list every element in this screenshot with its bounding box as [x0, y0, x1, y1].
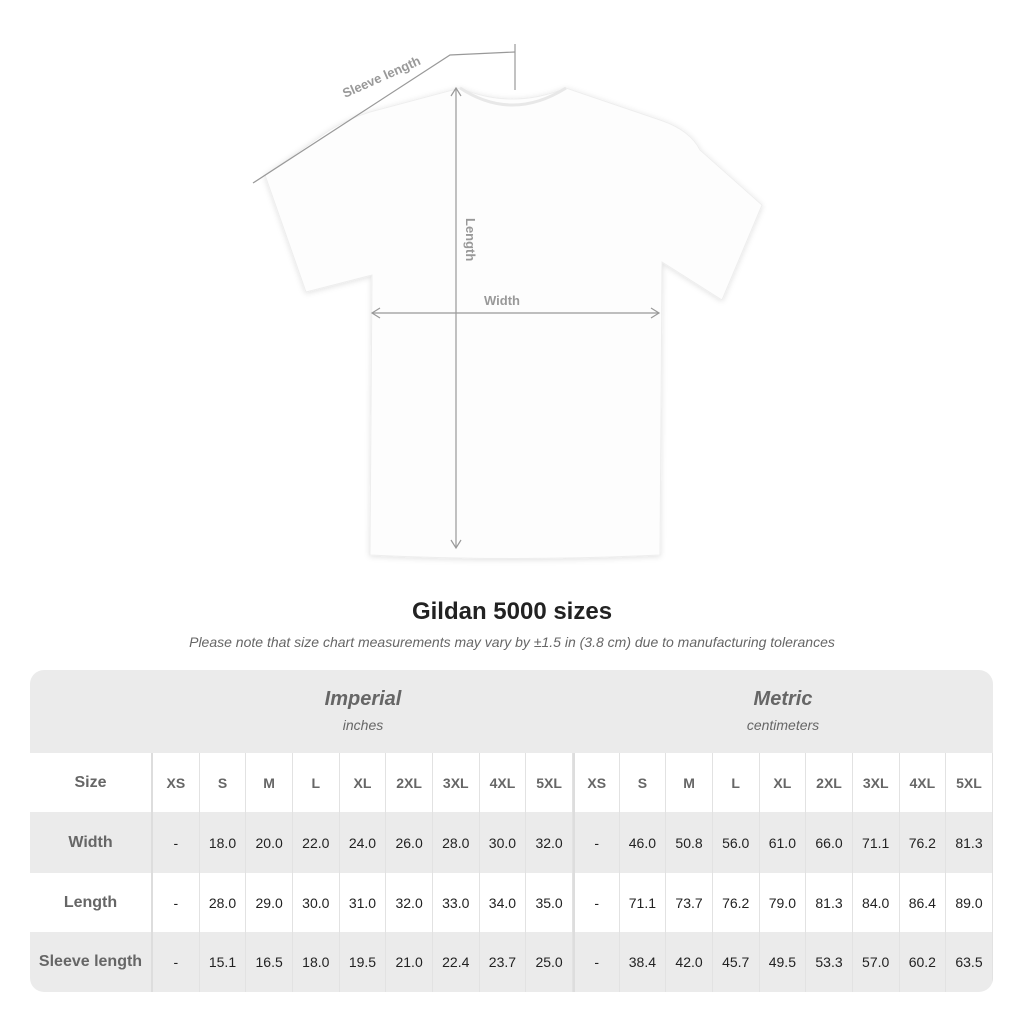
metric-header: Metric centimeters [573, 670, 993, 753]
metric-cell: 5XL [946, 753, 993, 812]
size-table: Imperial inches Metric centimeters Size X… [30, 670, 993, 992]
imperial-cell: 22.4 [433, 932, 480, 992]
metric-cell: XS [572, 753, 620, 812]
imperial-cell: 21.0 [386, 932, 433, 992]
metric-cell: 56.0 [713, 812, 760, 873]
imperial-cell: XL [340, 753, 387, 812]
metric-cell: 84.0 [853, 873, 900, 932]
imperial-cell: 2XL [386, 753, 433, 812]
table-row: Sleeve length -15.1 16.5 18.0 19.5 21.0 22.4 23… [30, 932, 993, 992]
imperial-cell: 28.0 [433, 812, 480, 873]
sleeve-measure-line [252, 51, 516, 184]
imperial-cell: 19.5 [340, 932, 387, 992]
tshirt-diagram: Sleeve length Length Width [252, 44, 763, 559]
row-label: Size [30, 753, 153, 812]
imperial-cell: L [293, 753, 340, 812]
metric-cell: 49.5 [760, 932, 807, 992]
metric-cell: 81.3 [806, 873, 853, 932]
imperial-cell: 30.0 [293, 873, 340, 932]
imperial-cell: 18.0 [293, 932, 340, 992]
metric-unit: centimeters [746, 717, 820, 733]
tshirt-shape [264, 87, 763, 559]
metric-cell: 3XL [853, 753, 900, 812]
imperial-cell: 34.0 [480, 873, 527, 932]
metric-title: Metric [753, 688, 813, 710]
metric-cell: 63.5 [946, 932, 993, 992]
imperial-header: Imperial inches [153, 670, 573, 753]
metric-cell: M [666, 753, 713, 812]
metric-cell: S [620, 753, 667, 812]
imperial-cell: 29.0 [246, 873, 293, 932]
imperial-cell: 35.0 [526, 873, 573, 932]
imperial-cell: 33.0 [433, 873, 480, 932]
metric-cell: 45.7 [713, 932, 760, 992]
metric-cell: 4XL [900, 753, 947, 812]
sleeve-length-label: Sleeve length [340, 53, 423, 101]
metric-cell: - [572, 812, 620, 873]
tolerance-note: Please note that size chart measurements… [189, 634, 835, 650]
imperial-unit: inches [342, 717, 384, 733]
metric-cell: 73.7 [666, 873, 713, 932]
metric-cell: 76.2 [900, 812, 947, 873]
imperial-cell: 24.0 [340, 812, 387, 873]
row-label: Length [30, 873, 153, 932]
imperial-cell: 32.0 [526, 812, 573, 873]
width-label: Width [484, 293, 520, 308]
imperial-cell: 26.0 [386, 812, 433, 873]
metric-cell: 86.4 [900, 873, 947, 932]
imperial-cell: 4XL [480, 753, 527, 812]
metric-cell: 57.0 [853, 932, 900, 992]
metric-cell: 71.1 [853, 812, 900, 873]
metric-cell: - [572, 873, 620, 932]
row-label: Width [30, 812, 153, 873]
length-label: Length [463, 218, 478, 261]
imperial-cell: 3XL [433, 753, 480, 812]
imperial-cell: S [200, 753, 247, 812]
imperial-cell: 22.0 [293, 812, 340, 873]
metric-cell: 2XL [806, 753, 853, 812]
metric-cell: 42.0 [666, 932, 713, 992]
imperial-cell: 20.0 [246, 812, 293, 873]
imperial-cell: 28.0 [200, 873, 247, 932]
metric-cell: 81.3 [946, 812, 993, 873]
imperial-cell: 23.7 [480, 932, 527, 992]
size-header-row: Size XS S M L XL 2XL 3XL 4XL 5XL XS S M L XL 2XL 3XL 4XL 5… [30, 753, 993, 812]
imperial-cell: 32.0 [386, 873, 433, 932]
imperial-cell: 25.0 [526, 932, 573, 992]
metric-cell: 66.0 [806, 812, 853, 873]
imperial-cell: M [246, 753, 293, 812]
metric-cell: XL [760, 753, 807, 812]
imperial-cell: 16.5 [246, 932, 293, 992]
metric-cell: 60.2 [900, 932, 947, 992]
imperial-cell: 5XL [526, 753, 573, 812]
imperial-cell: 15.1 [200, 932, 247, 992]
imperial-cell: 30.0 [480, 812, 527, 873]
imperial-cell: 31.0 [340, 873, 387, 932]
imperial-title: Imperial [324, 688, 402, 710]
metric-cell: - [572, 932, 620, 992]
imperial-cell: - [153, 932, 200, 992]
page-title: Gildan 5000 sizes [411, 598, 613, 625]
metric-cell: 76.2 [713, 873, 760, 932]
metric-cell: 53.3 [806, 932, 853, 992]
metric-cell: 71.1 [620, 873, 667, 932]
metric-cell: 38.4 [620, 932, 667, 992]
imperial-cell: - [153, 873, 200, 932]
imperial-cell: - [153, 812, 200, 873]
table-row: Length -28.0 29.0 30.0 31.0 32.0 33.0 34.0 35.0-… [30, 873, 993, 932]
metric-cell: 79.0 [760, 873, 807, 932]
row-label: Sleeve length [30, 932, 153, 992]
metric-cell: 46.0 [620, 812, 667, 873]
metric-cell: 89.0 [946, 873, 993, 932]
imperial-cell: 18.0 [200, 812, 247, 873]
imperial-cell: XS [153, 753, 200, 812]
table-row: Width -18.0 20.0 22.0 24.0 26.0 28.0 30.0 32.0-4… [30, 812, 993, 873]
metric-cell: L [713, 753, 760, 812]
metric-cell: 50.8 [666, 812, 713, 873]
metric-cell: 61.0 [760, 812, 807, 873]
